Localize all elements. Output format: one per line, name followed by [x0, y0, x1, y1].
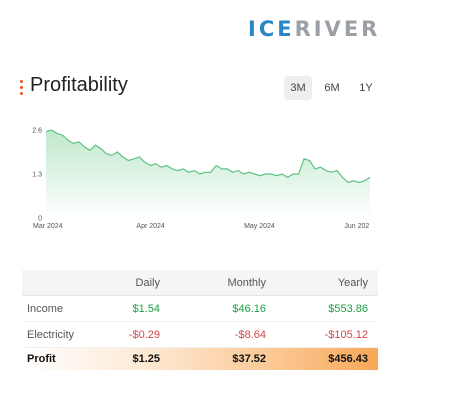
x-tick-label: Apr 2024: [136, 223, 165, 230]
range-button-1y[interactable]: 1Y: [359, 82, 373, 94]
section-marker-icon: [20, 80, 24, 96]
range-button-6m[interactable]: 6M: [324, 82, 340, 94]
row-label: Electricity: [27, 329, 75, 341]
header-monthly: Monthly: [227, 277, 266, 289]
table-row-profit: Profit $1.25 $37.52 $456.43: [22, 348, 378, 370]
income-daily: $1.54: [132, 303, 160, 315]
table-header-row: Daily Monthly Yearly: [22, 270, 378, 296]
chart-area-fill: [46, 130, 370, 218]
profit-daily: $1.25: [132, 353, 160, 365]
profitability-table: Daily Monthly Yearly Income $1.54 $46.16…: [22, 270, 378, 370]
x-tick-label: Mar 2024: [33, 223, 63, 230]
electricity-monthly: -$8.64: [234, 329, 266, 341]
y-tick-label: 1.3: [32, 172, 42, 179]
income-yearly: $553.86: [328, 303, 368, 315]
profitability-chart: 0 1.3 2.6 Mar 2024 Apr 2024 May 2024 Jun 202: [18, 118, 378, 238]
profit-monthly: $37.52: [232, 353, 266, 365]
section-title: Profitability: [30, 74, 128, 96]
y-tick-label: 0: [38, 216, 42, 223]
header-yearly: Yearly: [337, 277, 368, 289]
range-button-3m[interactable]: 3M: [284, 76, 312, 100]
chart-series-line: [45, 129, 371, 184]
y-tick-label: 2.6: [32, 128, 42, 135]
electricity-yearly: -$105.12: [324, 329, 368, 341]
table-row-income: Income $1.54 $46.16 $553.86: [22, 296, 378, 322]
x-tick-label: May 2024: [244, 223, 275, 230]
time-range-selector: 3M 6M 1Y: [284, 76, 386, 100]
row-label: Profit: [27, 353, 56, 365]
brand-logo-part-2: RIVER: [294, 17, 381, 41]
income-monthly: $46.16: [232, 303, 266, 315]
profit-yearly: $456.43: [328, 353, 368, 365]
brand-logo-part-1: ICE: [248, 17, 295, 41]
header-label: [22, 270, 114, 295]
x-tick-label: Jun 202: [344, 223, 369, 230]
profitability-chart-svg: 0 1.3 2.6 Mar 2024 Apr 2024 May 2024 Jun 202: [32, 128, 371, 230]
electricity-daily: -$0.29: [128, 329, 160, 341]
table-row-electricity: Electricity -$0.29 -$8.64 -$105.12: [22, 322, 378, 348]
brand-logo: ICERIVER: [248, 17, 381, 41]
section-header: Profitability: [20, 74, 380, 102]
row-label: Income: [27, 303, 64, 315]
header-daily: Daily: [135, 277, 160, 289]
